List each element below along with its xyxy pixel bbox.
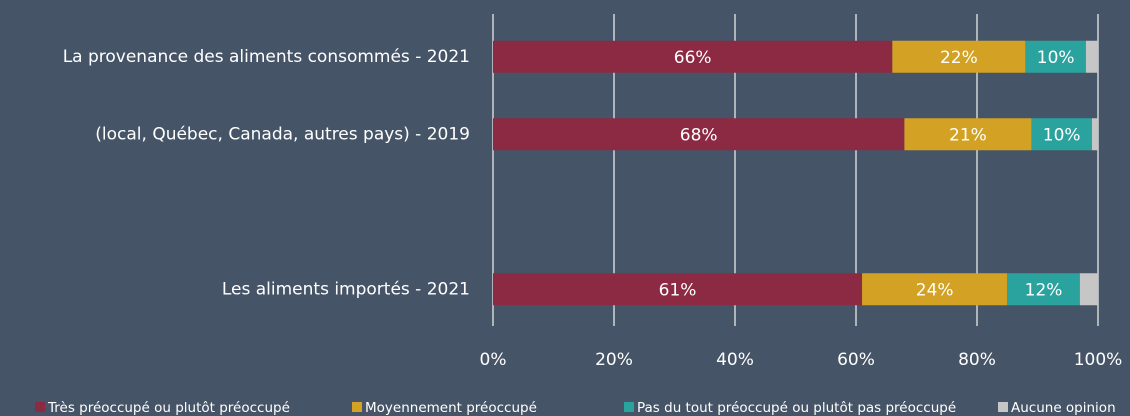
y-tick-label: La provenance des aliments consommés - 2… [63,47,470,67]
x-tick-label: 40% [716,350,754,370]
x-tick-label: 20% [595,350,633,370]
data-label: 66% [674,48,712,68]
bar-segment [493,273,863,306]
legend-swatch [998,402,1008,412]
data-label: 21% [949,125,987,145]
bar-segment [493,118,905,151]
bar-segment [1031,118,1092,151]
x-tick-label: 80% [958,350,996,370]
bar-segment [904,118,1032,151]
legend-label: Très préoccupé ou plutôt préoccupé [47,400,290,416]
data-label: 22% [940,48,978,68]
bar-segment [1025,40,1086,73]
legend-label: Moyennement préoccupé [365,400,537,416]
y-tick-label: Les aliments importés - 2021 [222,279,470,299]
legend-swatch [352,402,362,412]
y-tick-label: (local, Québec, Canada, autres pays) - 2… [95,124,470,144]
data-label: 10% [1043,125,1081,145]
bar-segment [1079,273,1098,306]
legend-label: Pas du tout préoccupé ou plutôt pas préo… [637,400,956,416]
legend-swatch [624,402,634,412]
bar-segment [1085,40,1098,73]
data-label: 12% [1025,280,1063,300]
data-label: 68% [680,125,718,145]
x-tick-label: 60% [837,350,875,370]
x-tick-label: 100% [1074,350,1123,370]
bar-segment [1007,273,1080,306]
data-label: 61% [659,280,697,300]
data-label: 10% [1037,48,1075,68]
legend-swatch [35,402,45,412]
data-label: 24% [916,280,954,300]
bar-segment [1091,118,1098,151]
bar-segment [892,40,1026,73]
legend-label: Aucune opinion [1011,400,1116,416]
bar-segment [862,273,1008,306]
x-tick-label: 0% [480,350,507,370]
bar-segment [493,40,893,73]
